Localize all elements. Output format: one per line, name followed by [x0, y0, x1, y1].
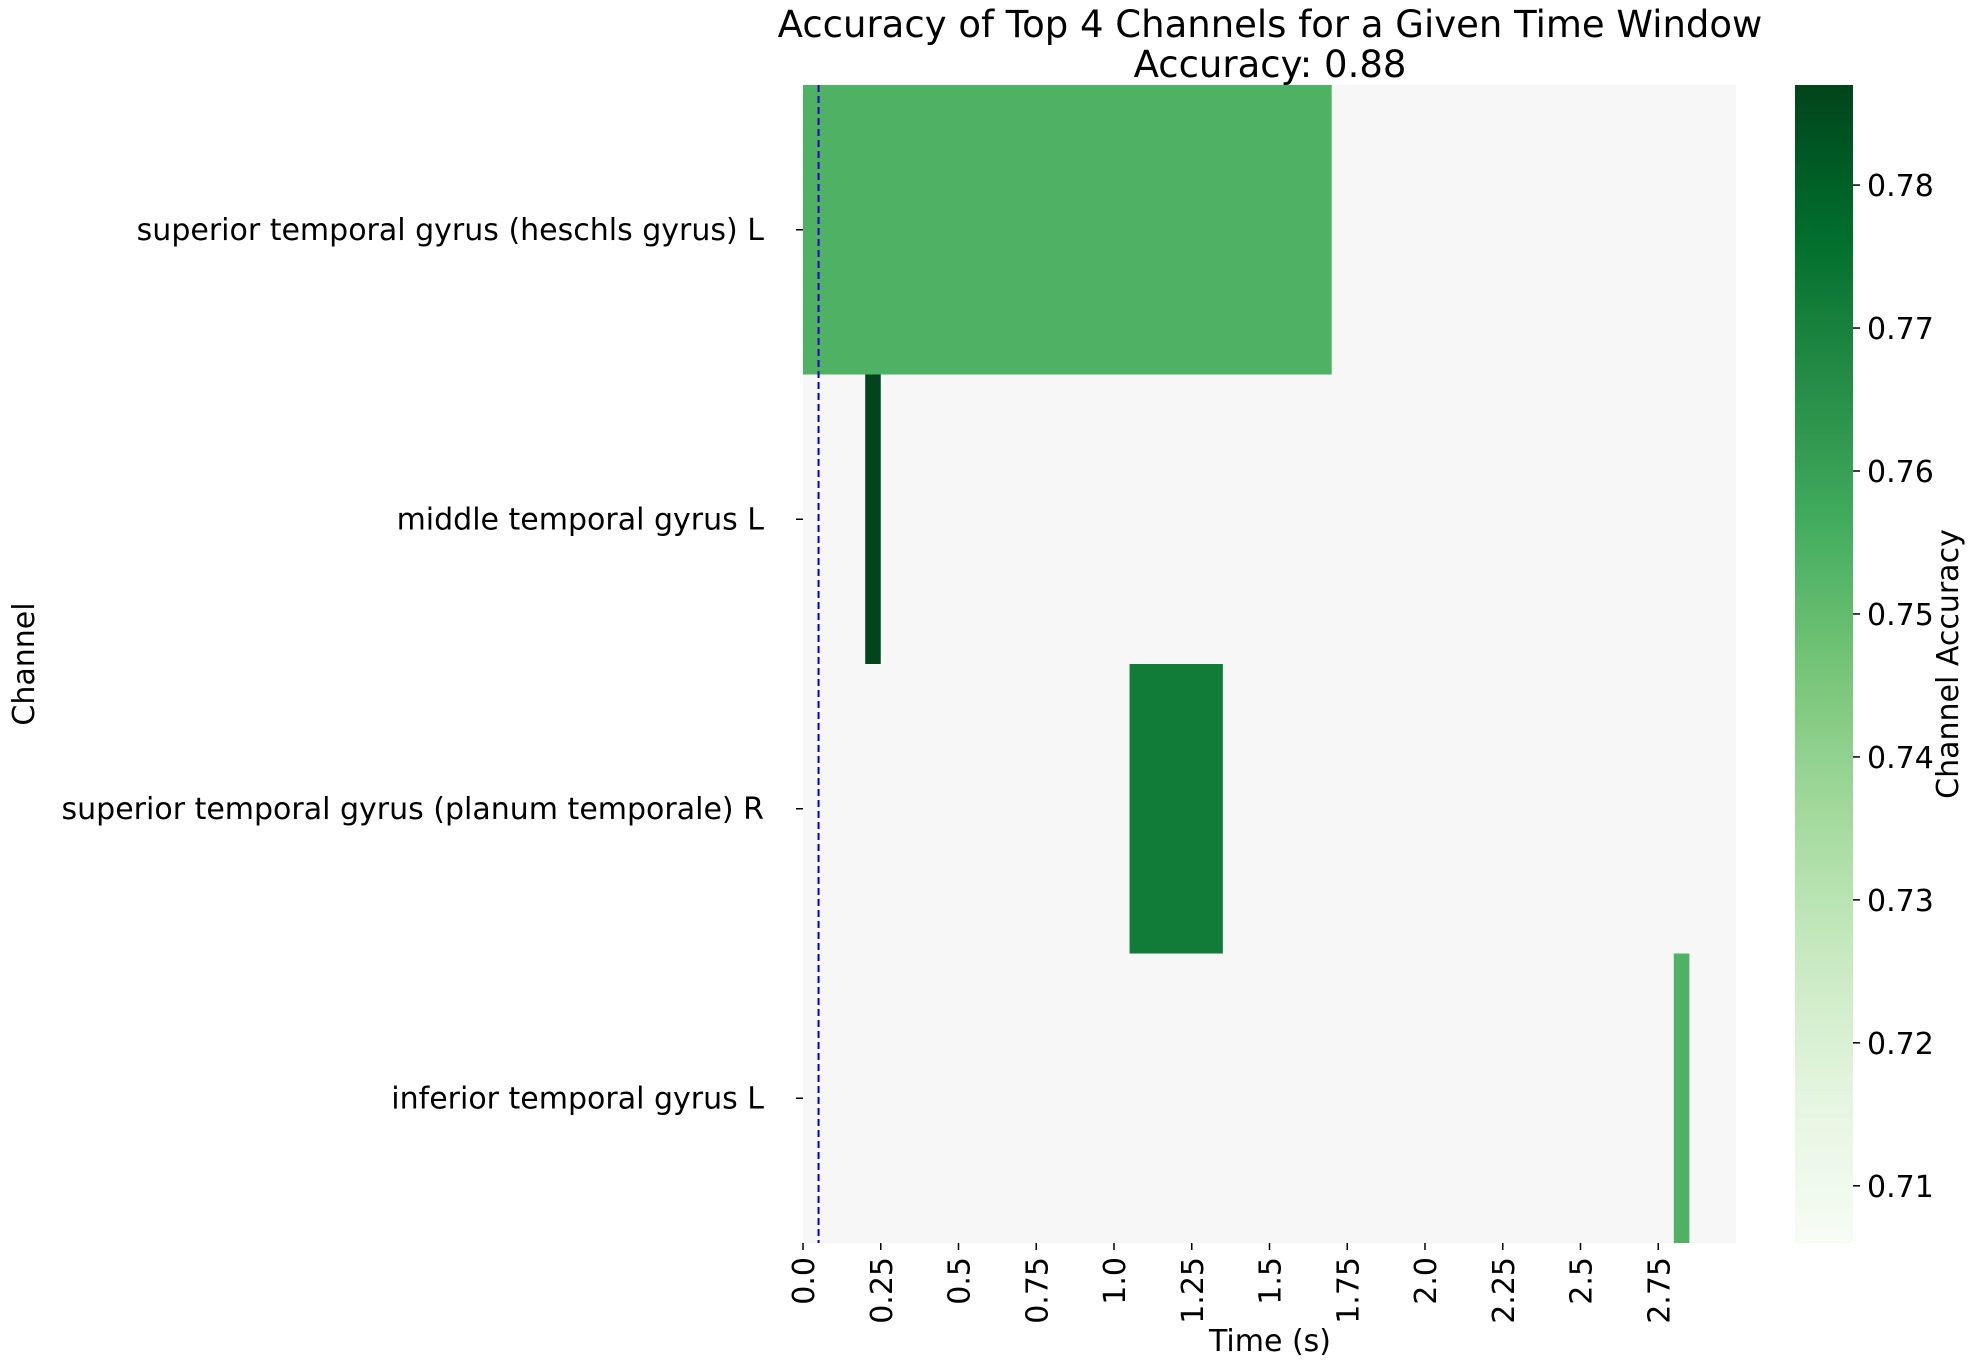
colorbar-tick-label: 0.74: [1867, 741, 1934, 776]
heatmap-cell-1: [865, 374, 881, 664]
x-tick-label: 0.5: [943, 1257, 978, 1305]
x-tick-label: 0.75: [1020, 1257, 1055, 1324]
y-tick-label: superior temporal gyrus (planum temporal…: [62, 792, 764, 827]
colorbar-tick-label: 0.78: [1867, 169, 1934, 204]
x-tick-label: 1.25: [1176, 1257, 1211, 1324]
colorbar-tick-label: 0.76: [1867, 455, 1934, 490]
colorbar-tick-label: 0.75: [1867, 598, 1934, 633]
chart-subtitle: Accuracy: 0.88: [1134, 43, 1407, 86]
heatmap-cell-3: [1673, 953, 1690, 1243]
y-tick-label: inferior temporal gyrus L: [391, 1081, 764, 1116]
colorbar-tick-label: 0.73: [1867, 884, 1934, 919]
chart-title: Accuracy of Top 4 Channels for a Given T…: [778, 3, 1763, 46]
colorbar-tick-label: 0.71: [1867, 1170, 1934, 1205]
colorbar-label: Channel Accuracy: [1931, 529, 1966, 799]
x-tick-label: 0.25: [865, 1257, 900, 1324]
x-tick-label: 1.0: [1098, 1257, 1133, 1305]
x-tick-label: 2.5: [1565, 1257, 1600, 1305]
x-tick-label: 1.5: [1254, 1257, 1289, 1305]
x-tick-label: 2.25: [1487, 1257, 1522, 1324]
colorbar-tick-label: 0.72: [1867, 1027, 1934, 1062]
x-tick-label: 1.75: [1331, 1257, 1366, 1324]
heatmap-cell-2: [1129, 664, 1223, 954]
y-tick-label: middle temporal gyrus L: [397, 502, 765, 537]
x-tick-label: 2.75: [1642, 1257, 1677, 1324]
x-tick-label: 0.0: [787, 1257, 822, 1305]
y-tick-label: superior temporal gyrus (heschls gyrus) …: [137, 213, 765, 248]
x-axis-label: Time (s): [1208, 1324, 1331, 1359]
x-tick-label: 2.0: [1409, 1257, 1444, 1305]
colorbar-tick-label: 0.77: [1867, 312, 1934, 347]
heatmap-cell-0: [803, 85, 1332, 375]
colorbar: [1795, 85, 1853, 1243]
y-axis-label: Channel: [7, 602, 42, 725]
